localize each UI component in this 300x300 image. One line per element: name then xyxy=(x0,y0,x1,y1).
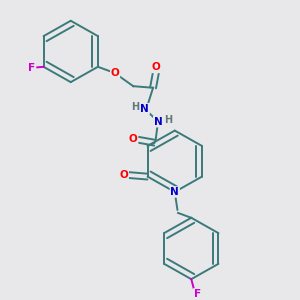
Text: O: O xyxy=(129,134,138,145)
Text: F: F xyxy=(194,289,201,299)
Text: H: H xyxy=(164,115,172,125)
Text: O: O xyxy=(111,68,119,78)
Text: N: N xyxy=(154,117,162,127)
Text: F: F xyxy=(28,63,36,74)
Text: N: N xyxy=(170,187,179,197)
Text: N: N xyxy=(140,104,149,114)
Text: O: O xyxy=(152,62,161,72)
Text: H: H xyxy=(131,102,139,112)
Text: O: O xyxy=(119,170,128,180)
